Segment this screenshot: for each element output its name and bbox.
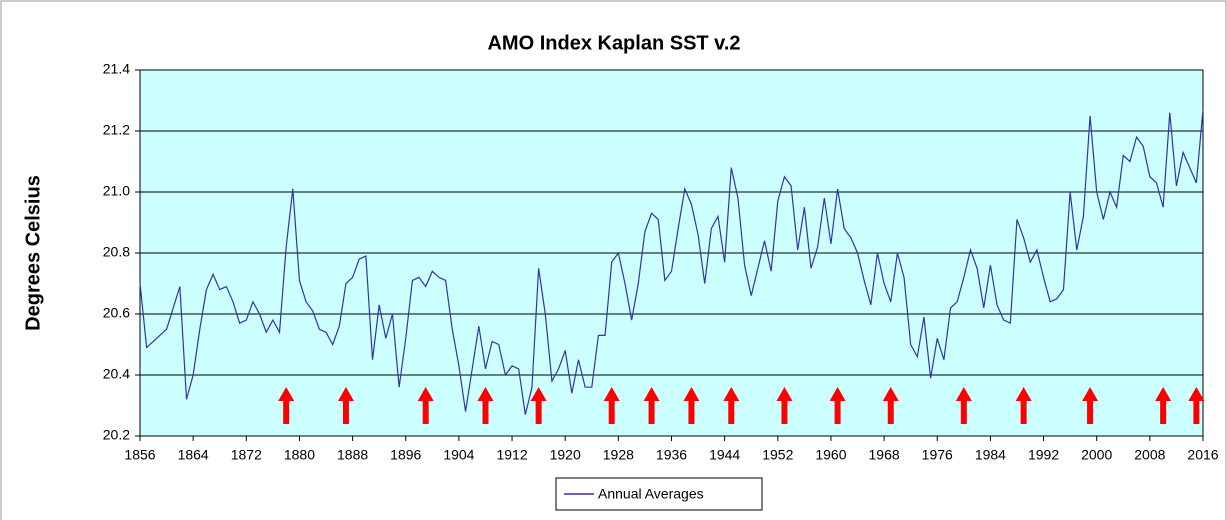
y-tick-label: 20.2 [103,427,130,443]
arrow [955,387,972,424]
x-tick-label: 1920 [550,447,581,463]
arrow [882,387,899,424]
x-tick-label: 1952 [762,447,793,463]
y-tick-label: 20.8 [103,244,130,260]
x-tick-label: 1904 [443,447,474,463]
x-tick-label: 1960 [815,447,846,463]
x-tick-label: 1888 [337,447,368,463]
x-tick-label: 1856 [124,447,155,463]
x-tick-label: 1992 [1028,447,1059,463]
arrow [603,387,620,424]
y-tick-label: 21.2 [103,122,130,138]
x-tick-label: 1880 [284,447,315,463]
arrow [1188,387,1205,424]
x-tick-label: 1976 [922,447,953,463]
arrow [829,387,846,424]
arrow [417,387,434,424]
arrow [1155,387,1172,424]
arrow [337,387,354,424]
data-line [139,109,1204,415]
y-tick-label: 21.0 [103,183,130,199]
x-tick-label: 1912 [496,447,527,463]
x-tick-label: 2016 [1187,447,1218,463]
plot-border [139,69,1204,437]
x-tick-label: 1864 [178,447,209,463]
x-tick-label: 1928 [603,447,634,463]
legend-label: Annual Averages [598,486,704,502]
arrow [1082,387,1099,424]
x-tick-label: 1944 [709,447,740,463]
x-tick-label: 2000 [1081,447,1112,463]
x-tick-label: 1936 [656,447,687,463]
arrow [776,387,793,424]
chart-title: AMO Index Kaplan SST v.2 [487,32,740,54]
arrow [723,387,740,424]
arrow [530,387,547,424]
arrow [278,387,295,424]
arrow [683,387,700,424]
arrow [643,387,660,424]
y-tick-label: 20.4 [103,366,130,382]
x-tick-label: 1872 [231,447,262,463]
y-tick-label: 20.6 [103,305,130,321]
x-tick-label: 1968 [869,447,900,463]
x-tick-label: 2008 [1134,447,1165,463]
arrow [1015,387,1032,424]
x-tick-label: 1984 [975,447,1006,463]
x-tick-label: 1896 [390,447,421,463]
y-axis-label: Degrees Celsius [22,175,44,331]
y-tick-label: 21.4 [103,61,130,77]
arrow [477,387,494,424]
